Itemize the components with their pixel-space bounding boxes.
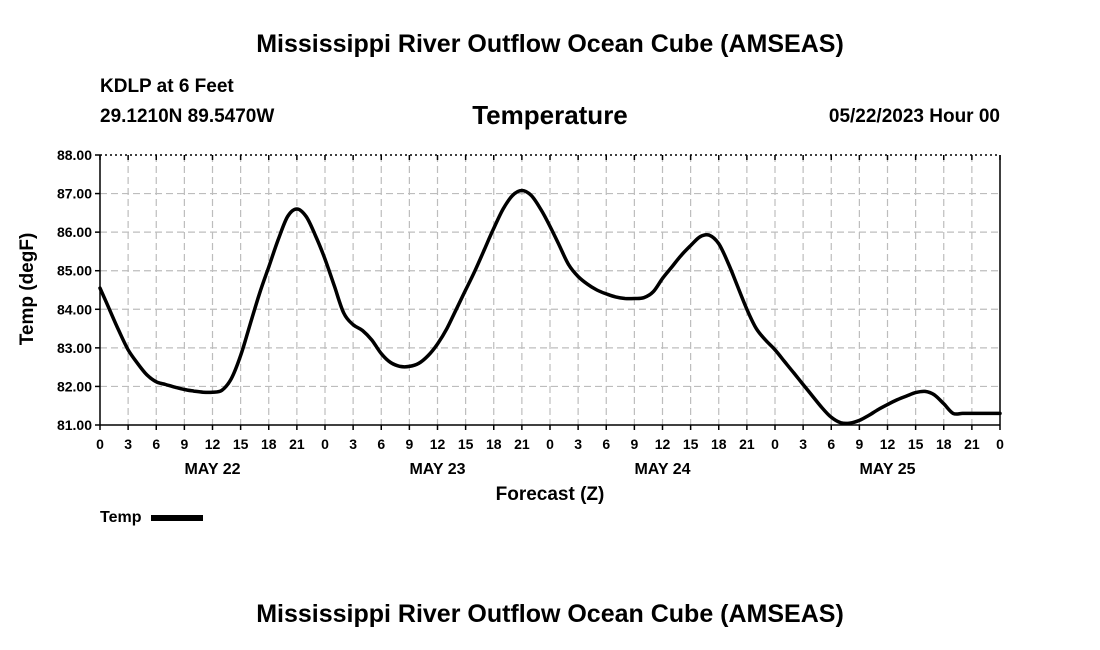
- main-title: Mississippi River Outflow Ocean Cube (AM…: [256, 30, 844, 58]
- day-label: MAY 24: [634, 461, 690, 478]
- day-label: MAY 25: [859, 461, 915, 478]
- x-tick-label: 12: [430, 436, 446, 452]
- x-tick-label: 3: [349, 436, 357, 452]
- y-tick-label: 85.00: [57, 263, 92, 279]
- station-coordinates: 29.1210N 89.5470W: [100, 106, 275, 127]
- x-axis-label: Forecast (Z): [496, 484, 605, 505]
- legend-label: Temp: [100, 509, 142, 526]
- x-tick-label: 3: [124, 436, 132, 452]
- x-tick-label: 9: [855, 436, 863, 452]
- y-tick-label: 87.00: [57, 186, 92, 202]
- y-tick-label: 81.00: [57, 417, 92, 433]
- temp-series-line: [98, 188, 1002, 426]
- x-tick-label: 21: [289, 436, 305, 452]
- x-tick-label: 3: [574, 436, 582, 452]
- day-label: MAY 22: [184, 461, 240, 478]
- legend-swatch: [151, 515, 204, 521]
- x-tick-label: 12: [205, 436, 221, 452]
- x-tick-label: 21: [964, 436, 980, 452]
- x-tick-label: 18: [261, 436, 277, 452]
- x-tick-label: 15: [458, 436, 474, 452]
- x-tick-label: 0: [96, 436, 104, 452]
- footer-title: Mississippi River Outflow Ocean Cube (AM…: [256, 600, 844, 628]
- x-tick-label: 12: [880, 436, 896, 452]
- station-label: KDLP at 6 Feet: [100, 76, 234, 97]
- y-tick-label: 83.00: [57, 340, 92, 356]
- x-tick-label: 18: [486, 436, 502, 452]
- chart-subtitle: Temperature: [472, 100, 628, 130]
- x-tick-label: 21: [739, 436, 755, 452]
- x-tick-label: 6: [377, 436, 385, 452]
- x-tick-label: 0: [546, 436, 554, 452]
- day-label: MAY 23: [409, 461, 465, 478]
- x-tick-label: 9: [405, 436, 413, 452]
- y-axis-label: Temp (degF): [17, 233, 38, 346]
- x-tick-label: 0: [771, 436, 779, 452]
- forecast-datetime: 05/22/2023 Hour 00: [828, 106, 1000, 127]
- x-tick-label: 9: [180, 436, 188, 452]
- y-tick-label: 88.00: [57, 147, 92, 163]
- x-tick-label: 6: [152, 436, 160, 452]
- x-tick-label: 18: [711, 436, 727, 452]
- x-tick-label: 15: [233, 436, 249, 452]
- legend: Temp: [100, 509, 204, 527]
- x-tick-label: 12: [655, 436, 671, 452]
- x-tick-label: 15: [683, 436, 699, 452]
- x-tick-label: 15: [908, 436, 924, 452]
- x-tick-label: 0: [996, 436, 1004, 452]
- x-tick-label: 9: [630, 436, 638, 452]
- x-tick-label: 6: [602, 436, 610, 452]
- x-tick-label: 18: [936, 436, 952, 452]
- x-tick-label: 3: [799, 436, 807, 452]
- y-tick-label: 84.00: [57, 301, 92, 317]
- x-tick-label: 0: [321, 436, 329, 452]
- x-tick-label: 21: [514, 436, 530, 452]
- y-tick-label: 86.00: [57, 224, 92, 240]
- x-tick-label: 6: [827, 436, 835, 452]
- y-tick-label: 82.00: [57, 378, 92, 394]
